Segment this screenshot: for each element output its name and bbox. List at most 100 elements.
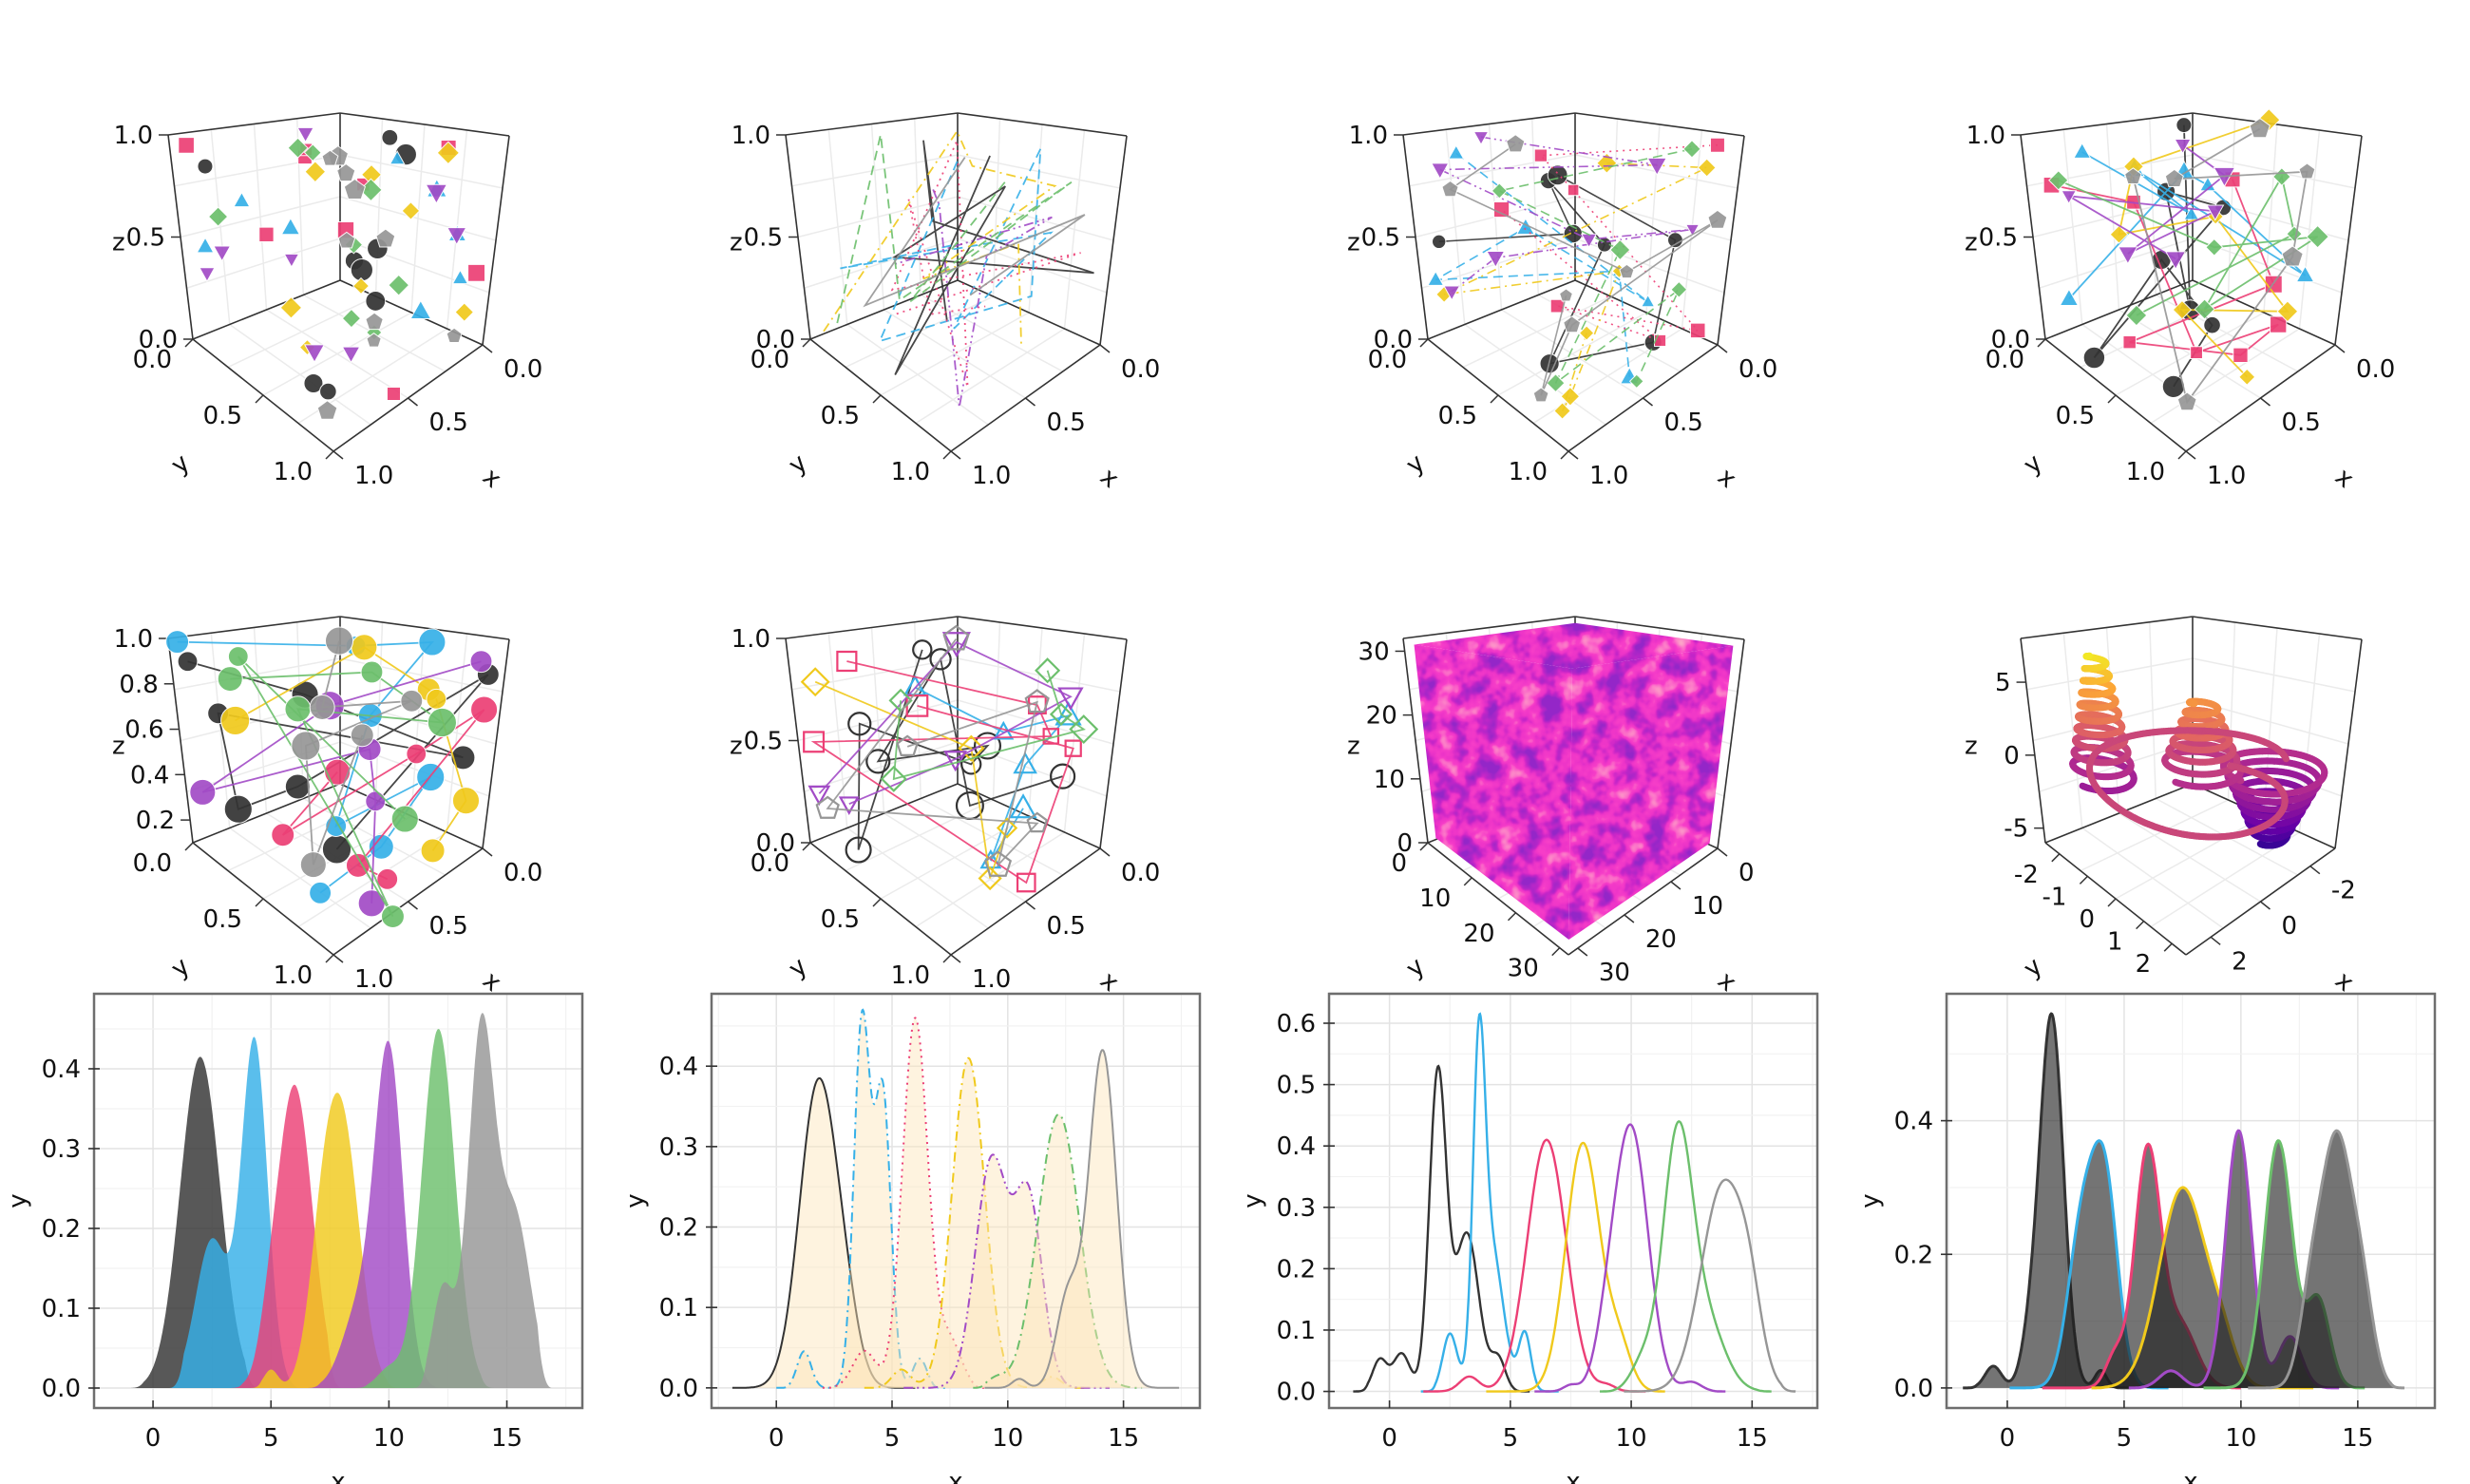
y-tick-label: 0.0 [1894,1375,1933,1403]
marker-series7 [1532,387,1549,403]
marker-series1 [350,258,373,282]
marker-series6 [1069,714,1099,745]
area-s1 [732,1077,916,1388]
x-tick-label: 0.5 [429,912,468,941]
y-tick [2051,853,2061,863]
axes3d-p3: 0.0 0.5 1.0 0.0 0.5 1.0 0.0 0.5 1.0 z y x [1347,112,1777,494]
marker-series2 [1515,217,1535,236]
grid-line [2115,815,2265,900]
x-tick-label: 1.0 [2207,462,2246,490]
marker-series1 [912,639,933,660]
y-axis-label: y [1401,952,1431,983]
line-s2 [776,1008,945,1389]
series-line-series2 [840,148,1054,343]
axis-edge [957,616,1128,640]
marker-series6 [217,666,243,693]
y-tick-label: 0.5 [2056,402,2095,430]
x-tick-label: 1.0 [972,965,1011,994]
axis-edge [339,112,510,137]
z-axis-label: z [1347,732,1360,761]
x-axis-label: x [331,1468,345,1484]
axis-edge [192,279,341,340]
x-tick-label: 0.0 [1121,859,1160,887]
grid-line [957,699,1114,745]
marker-series7 [1441,180,1459,198]
marker-series7 [446,327,463,343]
density-panel-p12: 0 5 10 15 0.0 0.2 0.4 x y [1856,992,2437,1484]
axis-edge [957,112,1128,137]
marker-series1 [177,651,199,673]
grid-line [2192,154,2356,189]
line-s7 [984,1049,1180,1389]
y-tick-label: 20 [1463,920,1494,948]
marker-series5 [2061,190,2078,205]
marker-series6 [1035,657,1061,684]
area-s1 [1963,1014,2132,1388]
marker-series5 [446,227,467,246]
marker-series2 [2073,142,2092,159]
grid-line [180,196,341,238]
marker-series7 [321,149,339,166]
y-tick [2177,450,2187,460]
marker-series2 [165,630,190,655]
marker-series7 [375,228,396,248]
z-axis-label: z [1965,229,1978,257]
y-axis-label: y [166,448,196,480]
series-line-series1 [1438,174,1677,365]
x-tick [2260,901,2270,910]
y-tick [942,450,952,460]
marker-series6 [381,904,405,929]
marker-series5 [838,796,860,816]
axes3d-p6: 0.00.51.00.00.51.00.00.51.0zy x [730,616,1160,998]
x-tick-label: 2 [2232,947,2248,976]
marker-series3 [2270,315,2288,333]
area-s5 [903,1154,1110,1388]
grid-line [957,657,1121,693]
x-tick [1099,847,1111,857]
marker-series6 [2125,304,2148,327]
marker-series6 [2048,170,2069,191]
marker-series3 [1533,148,1548,162]
marker-series3 [2190,346,2203,360]
marker-series4 [1697,158,1717,178]
marker-series7 [337,231,356,249]
axis-edge [2334,135,2363,346]
marker-series1 [381,128,399,146]
axis-edge [1574,112,1745,137]
z-tick-label: 1.0 [1349,122,1388,150]
y-tick [2107,898,2117,907]
axis-edge [167,112,341,136]
y-tick [802,842,811,851]
x-tick [2210,936,2221,945]
grid-line [2062,129,2083,325]
series-line-series5 [201,660,482,904]
x-tick [332,954,344,963]
marker-series2 [325,815,348,837]
marker-series4 [1596,152,1618,174]
x-tick-label: 10 [1616,1424,1647,1453]
marker-series4 [454,302,475,322]
marker-series2 [1640,294,1656,308]
area-s4 [2091,1187,2314,1388]
marker-series1 [319,382,337,401]
series-line-series4 [823,129,1057,345]
marker-series7 [309,694,335,720]
x-tick-label: 0 [2282,912,2298,941]
marker-series6 [1670,280,1688,298]
marker-series2 [233,191,251,208]
y-tick-label: 0.3 [659,1133,698,1162]
x-tick [332,450,344,460]
marker-series3 [1064,739,1082,757]
x-tick-label: 0 [769,1424,785,1453]
area-s6 [973,1114,1143,1388]
series-line-series5 [818,640,1073,806]
marker-series6 [1049,702,1074,726]
x-tick-label: 10 [373,1424,405,1453]
marker-series7 [2281,245,2304,267]
marker-series6 [303,143,322,162]
marker-series5 [296,126,314,143]
line-s7 [2248,1129,2404,1390]
y-tick [2107,394,2117,404]
marker-series7 [316,400,338,420]
